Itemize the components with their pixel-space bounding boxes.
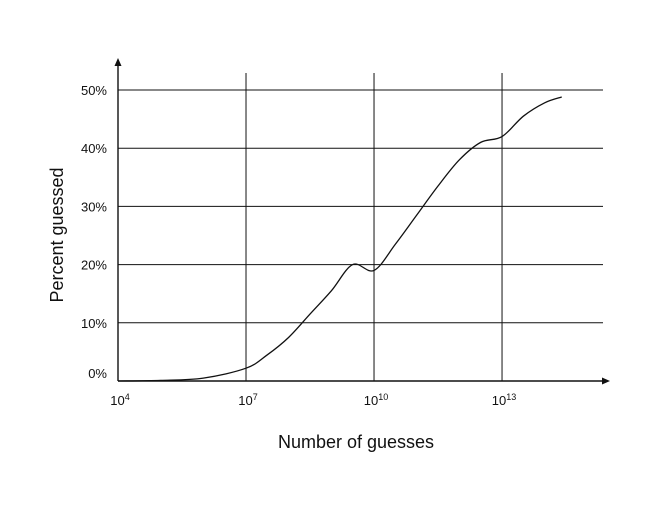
y-axis-title: Percent guessed: [47, 167, 67, 302]
x-tick-label: 104: [110, 392, 129, 408]
y-tick-label: 50%: [81, 83, 107, 98]
x-tick-base: 10: [238, 393, 252, 408]
x-tick-base: 10: [492, 393, 506, 408]
x-tick-label: 107: [238, 392, 257, 408]
y-tick-label: 30%: [81, 199, 107, 214]
x-tick-exponent: 7: [253, 392, 258, 402]
x-tick-exponent: 13: [506, 392, 516, 402]
x-tick-labels: 104 107 1010 1013: [110, 392, 516, 408]
x-axis-arrow: [602, 377, 610, 385]
grid: [118, 73, 603, 381]
y-axis-arrow: [114, 58, 122, 66]
series-layer: [117, 96, 562, 382]
series-line: [117, 96, 562, 382]
x-tick-exponent: 4: [125, 392, 130, 402]
x-tick-base: 10: [110, 393, 124, 408]
x-axis-title: Number of guesses: [278, 432, 434, 452]
y-tick-label: 20%: [81, 258, 107, 273]
x-tick-base: 10: [364, 393, 378, 408]
y-tick-label: 40%: [81, 141, 107, 156]
axes: [114, 58, 610, 385]
x-tick-label: 1010: [364, 392, 388, 408]
y-tick-label: 0%: [88, 366, 107, 381]
x-tick-exponent: 10: [378, 392, 388, 402]
x-tick-label: 1013: [492, 392, 516, 408]
y-tick-labels: 0% 10% 20% 30% 40% 50%: [81, 83, 107, 381]
y-tick-label: 10%: [81, 316, 107, 331]
